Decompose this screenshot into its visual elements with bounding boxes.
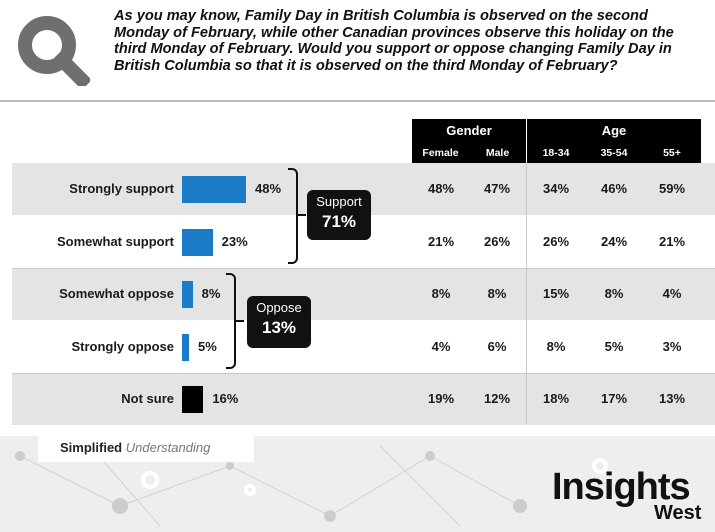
oppose-bracket-tick bbox=[234, 320, 244, 322]
gender-header: Gender bbox=[412, 119, 526, 143]
brand-logo-subtext: West bbox=[654, 502, 702, 524]
bar-value-label: 5% bbox=[198, 338, 217, 354]
table-cell: 4% bbox=[431, 338, 451, 354]
divider bbox=[0, 100, 715, 102]
support-callout: Support 71% bbox=[307, 190, 371, 240]
bar bbox=[182, 228, 213, 256]
row-label: Somewhat oppose bbox=[59, 286, 174, 301]
support-callout-label: Support bbox=[316, 194, 362, 209]
table-cell: 13% bbox=[658, 391, 686, 406]
header-separator bbox=[526, 119, 527, 163]
table-row bbox=[12, 373, 715, 425]
row-label: Not sure bbox=[121, 391, 174, 406]
column-header-55plus: 55+ bbox=[643, 143, 701, 163]
column-divider bbox=[526, 163, 527, 425]
table-cell: 3% bbox=[662, 338, 682, 354]
survey-question: As you may know, Family Day in British C… bbox=[114, 8, 674, 74]
column-header-female: Female bbox=[412, 143, 469, 163]
table-cell: 8% bbox=[487, 286, 507, 301]
table-cell: 8% bbox=[431, 286, 451, 301]
table-cell: 15% bbox=[542, 286, 570, 301]
age-header: Age bbox=[527, 119, 701, 143]
table-cell: 5% bbox=[604, 338, 624, 354]
table-cell: 34% bbox=[542, 181, 570, 196]
row-label: Strongly support bbox=[69, 181, 174, 196]
table-row bbox=[12, 268, 715, 320]
table-cell: 21% bbox=[658, 233, 686, 249]
table-cell: 59% bbox=[658, 181, 686, 196]
table-cell: 24% bbox=[600, 233, 628, 249]
table-cell: 6% bbox=[487, 338, 507, 354]
footer-tagline: Simplified Understanding bbox=[60, 440, 210, 455]
table-cell: 4% bbox=[662, 286, 682, 301]
row-divider bbox=[12, 373, 715, 374]
bar bbox=[182, 386, 204, 413]
row-label: Somewhat support bbox=[56, 233, 174, 249]
bar bbox=[182, 333, 189, 361]
bar bbox=[182, 281, 193, 308]
table-cell: 46% bbox=[600, 181, 628, 196]
table-cell: 8% bbox=[546, 338, 566, 354]
table-cell: 26% bbox=[542, 233, 570, 249]
footer-tagline-band bbox=[38, 436, 254, 462]
bar-value-label: 48% bbox=[255, 181, 282, 196]
column-header-35-54: 35-54 bbox=[585, 143, 643, 163]
support-bracket bbox=[288, 168, 298, 264]
table-cell: 47% bbox=[483, 181, 511, 196]
brand-logo-text: Insights bbox=[552, 466, 691, 508]
table-cell: 48% bbox=[427, 181, 455, 196]
row-divider bbox=[12, 268, 715, 269]
support-callout-value: 71% bbox=[321, 212, 357, 231]
column-header-male: Male bbox=[469, 143, 526, 163]
table-cell: 18% bbox=[542, 391, 570, 406]
table-cell: 8% bbox=[604, 286, 624, 301]
table-cell: 26% bbox=[483, 233, 511, 249]
tagline-bold: Simplified bbox=[60, 440, 123, 455]
bar bbox=[182, 176, 246, 203]
table-cell: 19% bbox=[427, 391, 455, 406]
bar-value-label: 23% bbox=[221, 233, 248, 249]
row-label: Strongly oppose bbox=[71, 338, 174, 354]
table-cell: 12% bbox=[483, 391, 511, 406]
oppose-callout: Oppose 13% bbox=[247, 296, 311, 348]
tagline-italic: Understanding bbox=[125, 440, 211, 455]
support-bracket-tick bbox=[296, 214, 306, 216]
table-cell: 21% bbox=[427, 233, 455, 249]
table-cell: 17% bbox=[600, 391, 628, 406]
oppose-callout-value: 13% bbox=[261, 318, 297, 337]
magnifier-logo-icon bbox=[18, 16, 90, 86]
bar-value-label: 16% bbox=[212, 391, 239, 406]
bar-value-label: 8% bbox=[201, 286, 221, 301]
oppose-callout-label: Oppose bbox=[256, 300, 302, 315]
column-header-18-34: 18-34 bbox=[527, 143, 585, 163]
